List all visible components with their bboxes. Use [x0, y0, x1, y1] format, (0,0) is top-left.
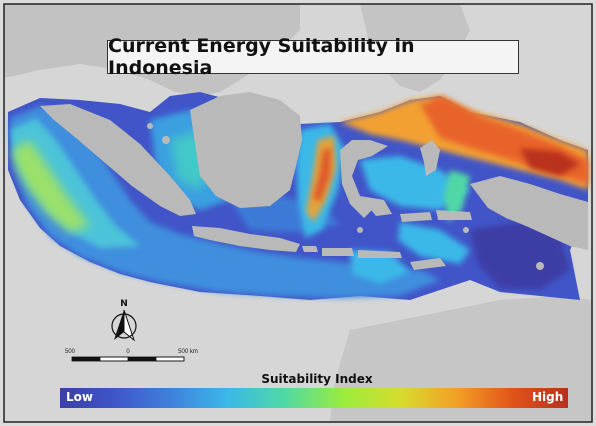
legend-color-bar [60, 388, 568, 408]
north-arrow-label: N [120, 299, 128, 309]
islands [40, 92, 588, 270]
scale-label-right: 500 km [178, 349, 198, 355]
scale-bar: 500 0 500 km [65, 349, 198, 362]
suitability-layer [8, 92, 588, 300]
map-title: Current Energy Suitability in Indonesia [107, 35, 519, 79]
map-frame [3, 3, 593, 423]
north-arrow: N [111, 299, 137, 342]
scale-label-left: 500 [65, 349, 76, 355]
scale-label-center: 0 [126, 349, 130, 355]
legend-title: Suitability Index [261, 372, 373, 386]
legend-high-label: High [532, 390, 564, 404]
legend-low-label: Low [66, 390, 93, 404]
